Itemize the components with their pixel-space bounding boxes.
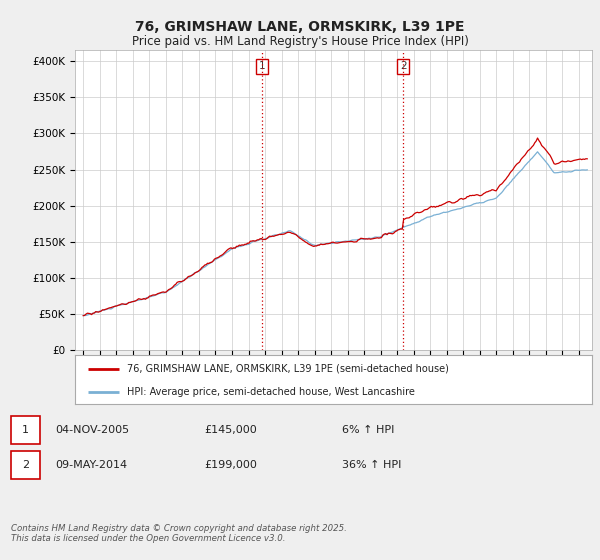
Text: 76, GRIMSHAW LANE, ORMSKIRK, L39 1PE: 76, GRIMSHAW LANE, ORMSKIRK, L39 1PE [135, 20, 465, 34]
Text: 36% ↑ HPI: 36% ↑ HPI [342, 460, 401, 470]
Text: 1: 1 [22, 425, 29, 435]
Text: 76, GRIMSHAW LANE, ORMSKIRK, L39 1PE (semi-detached house): 76, GRIMSHAW LANE, ORMSKIRK, L39 1PE (se… [127, 364, 449, 374]
Text: 2: 2 [22, 460, 29, 470]
Text: 2: 2 [400, 61, 406, 71]
FancyBboxPatch shape [11, 451, 40, 479]
FancyBboxPatch shape [11, 417, 40, 444]
Text: Contains HM Land Registry data © Crown copyright and database right 2025.
This d: Contains HM Land Registry data © Crown c… [11, 524, 347, 543]
Text: £145,000: £145,000 [204, 425, 257, 435]
Text: 09-MAY-2014: 09-MAY-2014 [55, 460, 127, 470]
Text: Price paid vs. HM Land Registry's House Price Index (HPI): Price paid vs. HM Land Registry's House … [131, 35, 469, 48]
Text: HPI: Average price, semi-detached house, West Lancashire: HPI: Average price, semi-detached house,… [127, 386, 415, 396]
Text: 1: 1 [259, 61, 266, 71]
Text: 04-NOV-2005: 04-NOV-2005 [55, 425, 130, 435]
Text: 6% ↑ HPI: 6% ↑ HPI [342, 425, 394, 435]
Text: £199,000: £199,000 [204, 460, 257, 470]
